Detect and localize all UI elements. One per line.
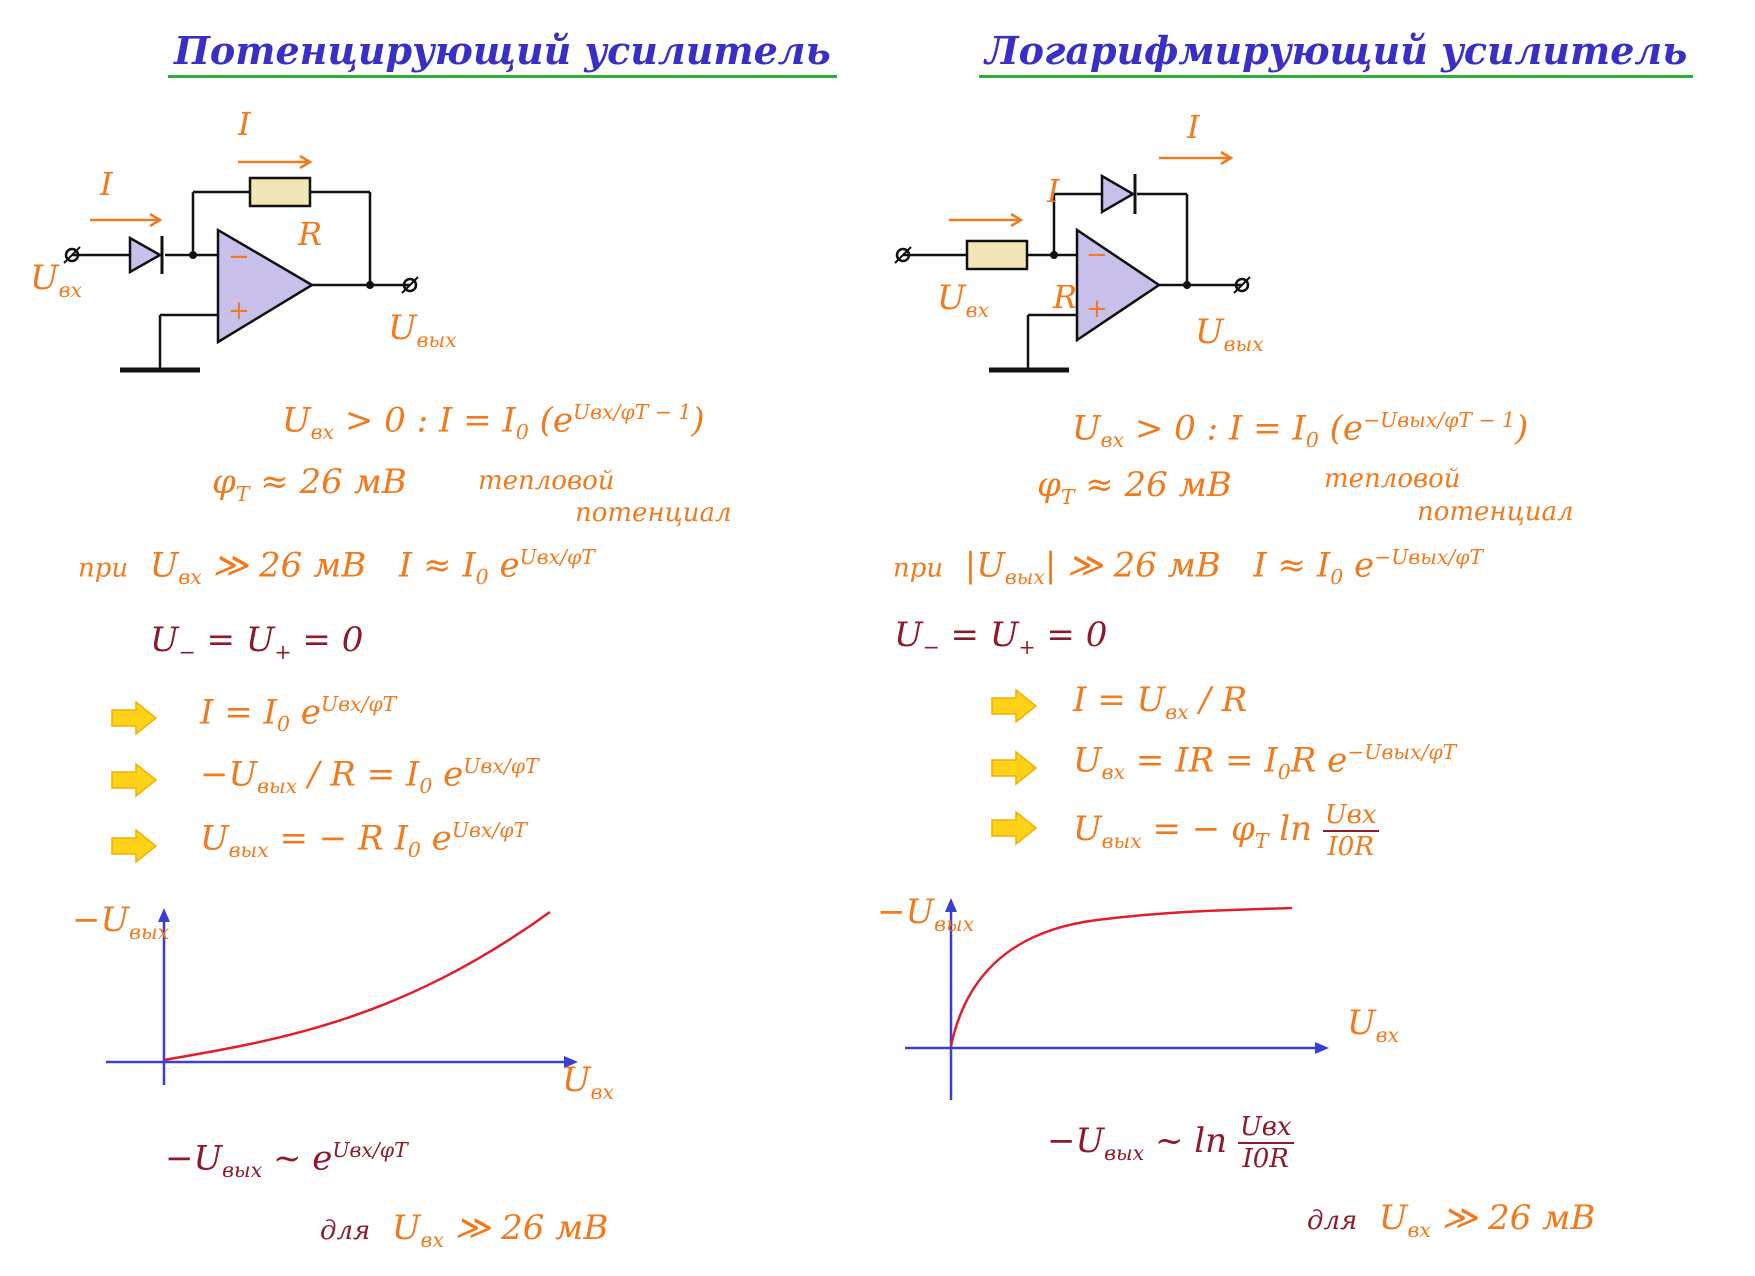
right-step3-fraction: Uвх I0R (1322, 800, 1379, 862)
right-result-fraction: Uвх I0R (1237, 1112, 1294, 1174)
right-approximation: при |Uвых| ≫ 26 мВ I ≈ I0 e−Uвых/φT (893, 545, 1484, 590)
right-step1: I = Uвх / R (1073, 680, 1248, 724)
right-title: Логарифмирующий усилитель (979, 28, 1694, 78)
right-graph-x-label: Uвх (1347, 1003, 1400, 1047)
left-input-voltage-label: Uвх (30, 258, 83, 302)
left-virtual-ground: U− = U+ = 0 (150, 620, 364, 664)
left-output-terminal (402, 277, 418, 293)
right-feedback-current-label: I (1187, 108, 1200, 146)
left-step2-arrow-icon (111, 762, 158, 798)
left-input-current-label: I (100, 165, 113, 203)
right-resistor-label: R (1053, 278, 1078, 316)
right-resistor (965, 239, 1029, 271)
right-step3-arrow-icon (991, 810, 1038, 846)
right-input-current-label: I (1047, 172, 1060, 210)
logarithmic-amplifier-panel: Логарифмирующий усилитель I I R (877, 0, 1754, 1276)
left-step3: Uвых = − R I0 eUвх/φT (200, 818, 528, 863)
left-thermal-note-1: тепловой (478, 466, 615, 496)
right-thermal-potential: φT ≈ 26 мВ (1037, 465, 1232, 509)
right-step2: Uвх = IR = I0R e−Uвых/φT (1073, 740, 1457, 785)
left-graph-y-label: −Uвых (72, 900, 170, 944)
right-minus-input-label: − (1086, 240, 1108, 270)
right-graph-y-label: −Uвых (877, 892, 975, 936)
left-result: −Uвых ~ eUвх/φT (165, 1138, 408, 1183)
left-plus-input-label: + (228, 296, 250, 326)
left-opamp (216, 227, 315, 345)
left-feedback-current-label: I (238, 105, 251, 143)
right-step2-arrow-icon (991, 750, 1038, 786)
potentiating-amplifier-panel: Потенцирующий усилитель I I R − (0, 0, 877, 1276)
left-result-condition: для Uвх ≫ 26 мВ (320, 1208, 609, 1252)
right-input-terminal (895, 247, 911, 263)
left-graph-x-label: Uвх (562, 1060, 615, 1104)
right-opamp (1075, 227, 1162, 343)
left-title: Потенцирующий усилитель (168, 28, 837, 78)
right-virtual-ground: U− = U+ = 0 (894, 615, 1108, 659)
left-thermal-potential: φT ≈ 26 мВ (212, 462, 407, 506)
left-equation-diode-current: Uвх > 0 : I = I0 (eUвх/φT − 1) (282, 400, 705, 445)
left-thermal-note-2: потенциал (575, 498, 732, 528)
left-minus-input-label: − (228, 242, 250, 272)
right-plus-input-label: + (1086, 294, 1108, 324)
right-output-voltage-label: Uвых (1195, 312, 1264, 356)
right-output-terminal (1234, 277, 1250, 293)
right-graph (905, 898, 1329, 1100)
left-output-voltage-label: Uвых (388, 308, 457, 352)
left-step1-arrow-icon (111, 700, 158, 736)
right-result: −Uвых ~ ln Uвх I0R (1047, 1112, 1294, 1174)
left-graph (106, 908, 578, 1085)
left-graph-curve (163, 910, 551, 1062)
right-equation-diode-current: Uвх > 0 : I = I0 (e−Uвых/φT − 1) (1072, 408, 1529, 453)
left-resistor (248, 176, 312, 208)
left-step1: I = I0 eUвх/φT (200, 692, 397, 737)
left-resistor-label: R (298, 215, 323, 253)
left-step2: −Uвых / R = I0 eUвх/φT (200, 754, 539, 799)
right-input-voltage-label: Uвх (937, 278, 990, 322)
right-thermal-note-1: тепловой (1324, 464, 1461, 494)
left-approximation: при Uвх ≫ 26 мВ I ≈ I0 eUвх/φT (78, 545, 595, 590)
right-result-condition: для Uвх ≫ 26 мВ (1307, 1198, 1596, 1242)
left-step3-arrow-icon (111, 828, 158, 864)
right-graph-curve (949, 906, 1293, 1047)
right-step3: Uвых = − φT ln Uвх I0R (1073, 800, 1379, 862)
right-circuit (894, 150, 1251, 373)
right-step1-arrow-icon (991, 688, 1038, 724)
right-thermal-note-2: потенциал (1417, 497, 1574, 527)
left-circuit (63, 154, 419, 373)
right-diode (1100, 173, 1136, 215)
left-input-terminal (64, 247, 80, 263)
left-diode (128, 235, 163, 275)
